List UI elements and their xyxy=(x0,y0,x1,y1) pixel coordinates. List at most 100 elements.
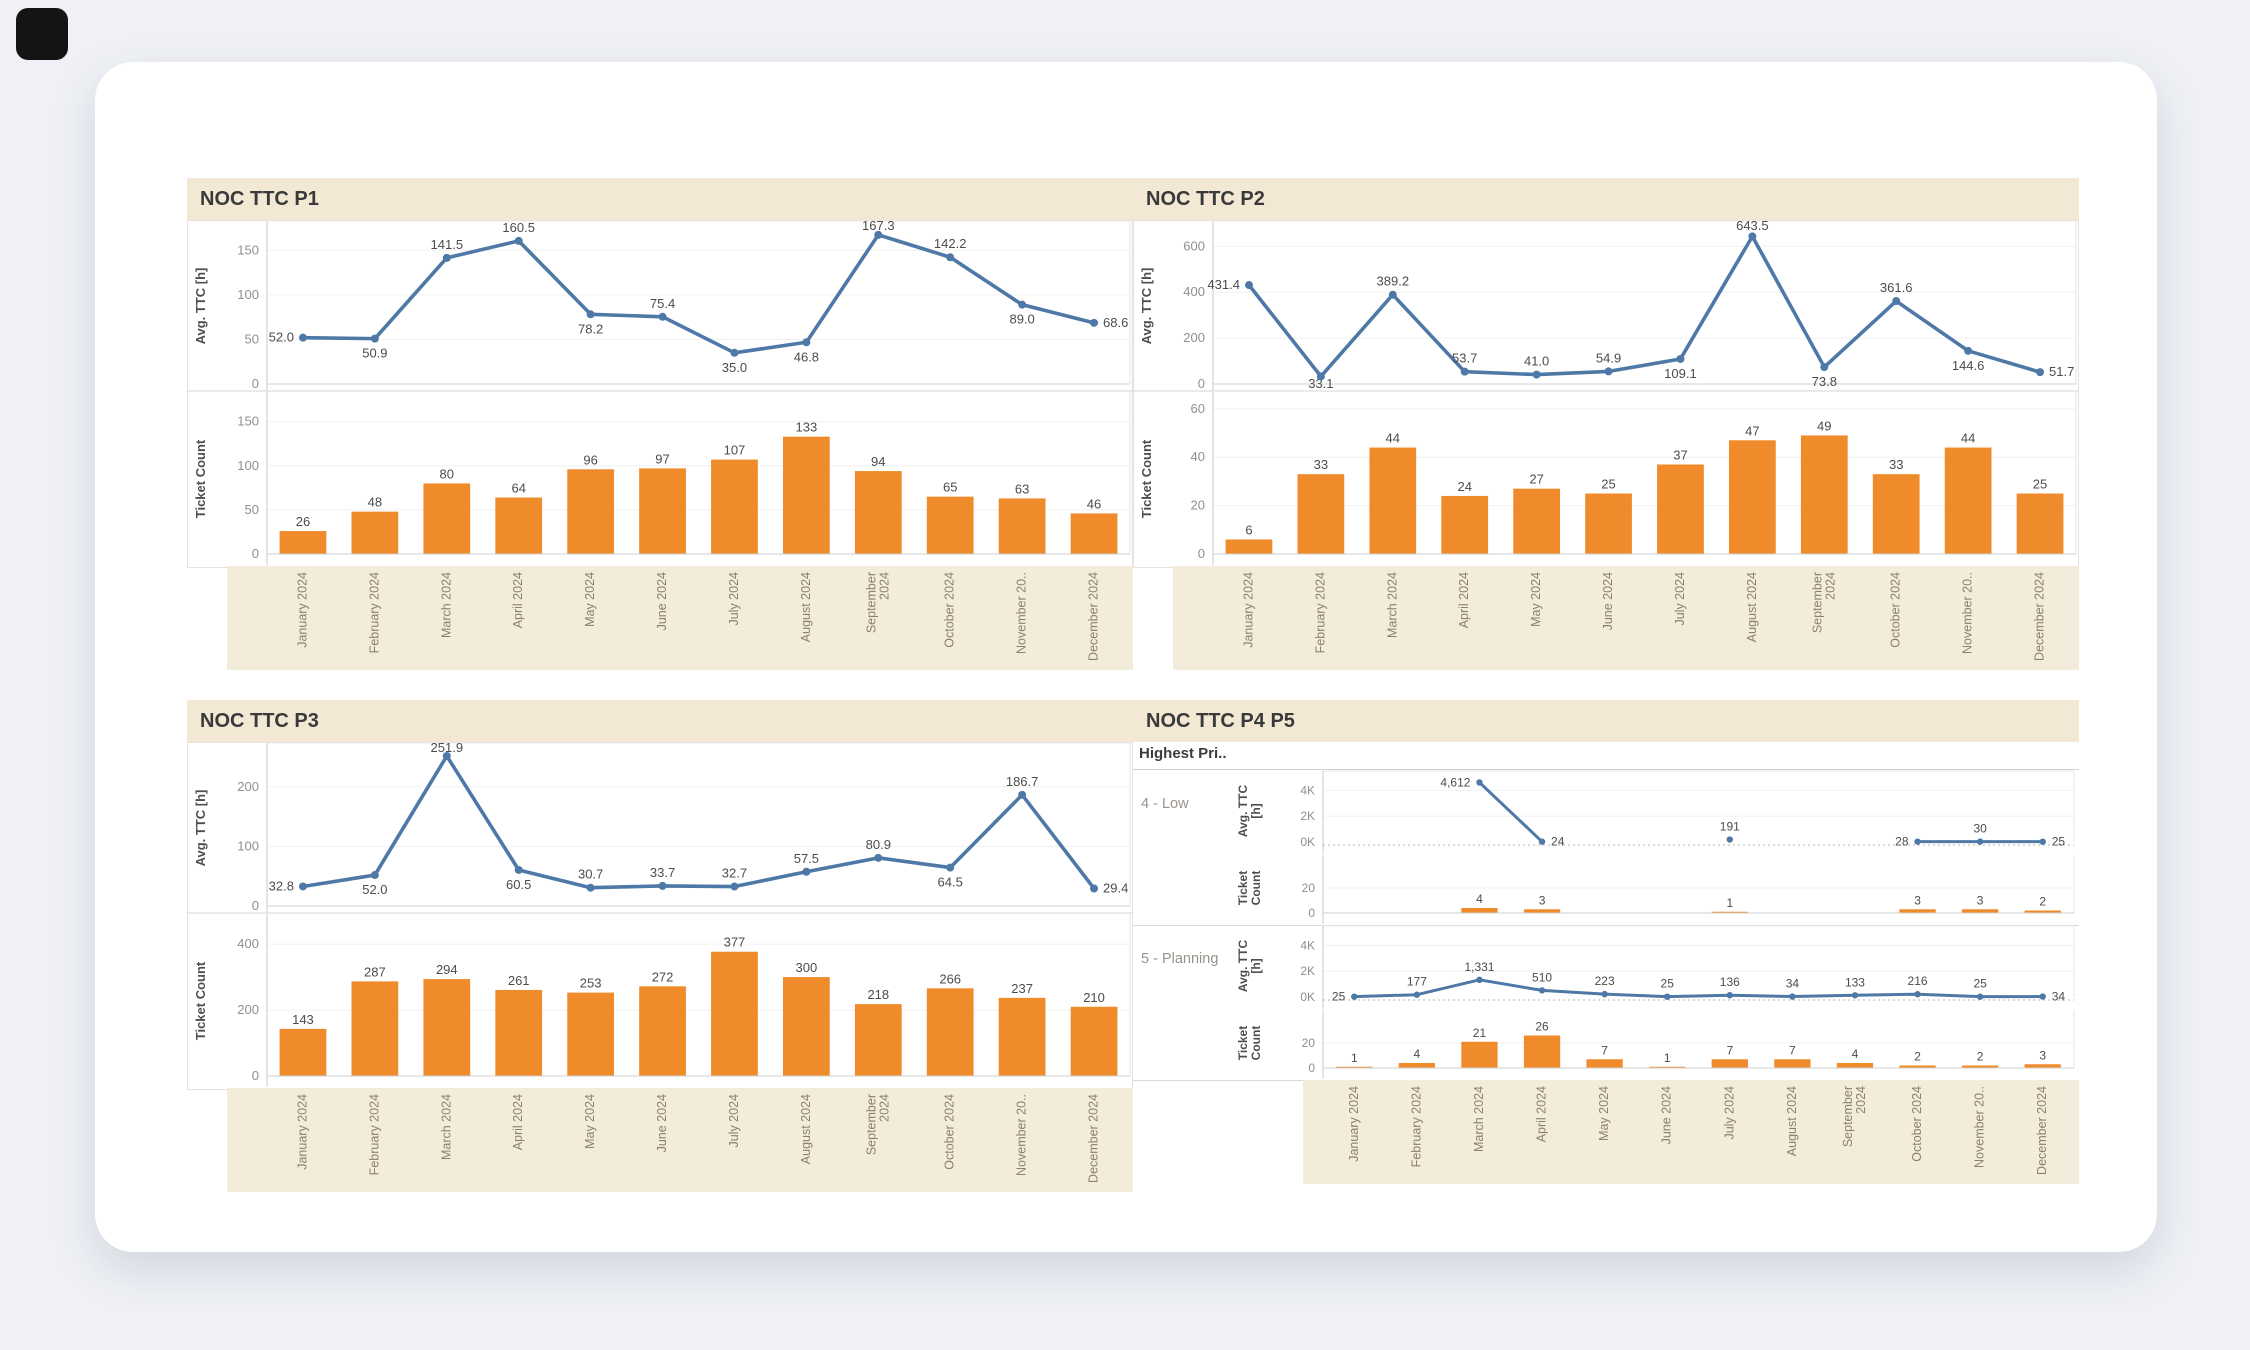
avg-ttc-line-chart[interactable]: 0 100 200 32.8 52.0 251.9 60.5 30.7 33.7 32.7 57.5… xyxy=(187,742,1133,914)
svg-text:Avg. TTC [h]: Avg. TTC [h] xyxy=(1139,268,1154,345)
month-label: August 2024 xyxy=(1784,1086,1799,1157)
svg-text:0: 0 xyxy=(1308,906,1315,920)
ticket-count-bar-chart[interactable]: 0 50 100 150 26 48 80 64 96 97 107 133 94 65 63 46 Ticke… xyxy=(187,392,1133,566)
svg-text:3: 3 xyxy=(2039,1048,2046,1062)
svg-text:33.1: 33.1 xyxy=(1308,376,1333,391)
panel-noc-ttc-p2: NOC TTC P2 0 200 400 600 431.4 33.1 389.2 53.7 4… xyxy=(1133,178,2079,670)
svg-text:237: 237 xyxy=(1011,981,1033,996)
svg-text:4,612: 4,612 xyxy=(1440,775,1470,789)
panel-body: Highest Pri.. 4 - Low 0K 2K 4K 4,612 24 191 28… xyxy=(1133,742,2079,1186)
svg-text:2K: 2K xyxy=(1300,964,1315,978)
svg-text:34: 34 xyxy=(1786,977,1800,991)
svg-text:3: 3 xyxy=(1977,893,1984,907)
avg-ttc-line-chart[interactable]: 0K 2K 4K 4,612 24 191 28 30 25 Avg. TTC[h] xyxy=(1133,770,2079,855)
svg-text:142.2: 142.2 xyxy=(934,236,967,251)
svg-text:7: 7 xyxy=(1726,1043,1733,1057)
svg-text:216: 216 xyxy=(1908,974,1928,988)
month-label: March 2024 xyxy=(1471,1086,1486,1153)
month-label: January 2024 xyxy=(295,1094,310,1170)
ticket-count-bar-chart[interactable]: 0 20 40 60 6 33 44 24 27 25 37 47 49 33 44 25 Ticket Cou… xyxy=(1133,392,2079,566)
svg-text:Ticket Count: Ticket Count xyxy=(193,439,208,518)
row-4-low: 4 - Low 0K 2K 4K 4,612 24 191 28 30 25 Avg. TTC[h… xyxy=(1133,770,2079,926)
svg-text:44: 44 xyxy=(1386,431,1400,446)
svg-text:0: 0 xyxy=(1198,376,1205,391)
svg-text:200: 200 xyxy=(237,1002,259,1017)
svg-text:7: 7 xyxy=(1601,1043,1608,1057)
row-5-planning: 5 - Planning 0K 2K 4K 25 177 1,331 510 223 25 136… xyxy=(1133,925,2079,1081)
svg-text:253: 253 xyxy=(580,976,602,991)
month-label: November 20.. xyxy=(1014,1094,1029,1176)
month-label: March 2024 xyxy=(1385,572,1400,639)
svg-text:37: 37 xyxy=(1673,447,1687,462)
corner-mark xyxy=(16,8,68,60)
avg-ttc-line-chart[interactable]: 0 200 400 600 431.4 33.1 389.2 53.7 41.0 54.9 109.… xyxy=(1133,220,2079,392)
svg-text:41.0: 41.0 xyxy=(1524,354,1549,369)
svg-text:24: 24 xyxy=(1551,835,1565,849)
svg-text:50: 50 xyxy=(245,502,259,517)
month-label: December 2024 xyxy=(1086,572,1101,661)
svg-text:40: 40 xyxy=(1191,449,1205,464)
svg-text:TicketCount: TicketCount xyxy=(1236,871,1263,906)
month-label: November 20.. xyxy=(1014,572,1029,654)
svg-text:78.2: 78.2 xyxy=(578,321,603,336)
avg-ttc-line-chart[interactable]: 0 50 100 150 52.0 50.9 141.5 160.5 78.2 75.4 35.0 4… xyxy=(187,220,1133,392)
panel-title: NOC TTC P1 xyxy=(187,178,1133,220)
svg-text:191: 191 xyxy=(1720,820,1740,834)
svg-text:26: 26 xyxy=(1535,1020,1549,1034)
svg-text:20: 20 xyxy=(1302,881,1316,895)
svg-text:46: 46 xyxy=(1087,496,1101,511)
svg-text:60.5: 60.5 xyxy=(506,877,531,892)
svg-text:Avg. TTC [h]: Avg. TTC [h] xyxy=(193,790,208,867)
svg-text:33: 33 xyxy=(1889,457,1903,472)
ticket-count-bar-chart[interactable]: 0 200 400 143 287 294 261 253 272 377 300 218 266 237… xyxy=(187,914,1133,1088)
svg-text:73.8: 73.8 xyxy=(1812,374,1837,389)
svg-text:Ticket Count: Ticket Count xyxy=(193,961,208,1040)
month-label: July 2024 xyxy=(1672,572,1687,626)
svg-text:52.0: 52.0 xyxy=(269,330,294,345)
svg-text:Ticket Count: Ticket Count xyxy=(1139,439,1154,518)
ticket-count-bar-chart[interactable]: 0 20 4 3 1 3 3 2 TicketCount xyxy=(1133,855,2079,925)
month-label: August 2024 xyxy=(1744,572,1759,643)
avg-ttc-line-chart[interactable]: 0K 2K 4K 25 177 1,331 510 223 25 136 34 133 216 25 34 A… xyxy=(1133,925,2079,1010)
month-label: September 2024 xyxy=(864,572,892,634)
svg-text:167.3: 167.3 xyxy=(862,220,895,233)
month-label: December 2024 xyxy=(2035,1086,2050,1175)
svg-text:272: 272 xyxy=(652,969,674,984)
svg-text:141.5: 141.5 xyxy=(431,237,464,252)
svg-text:4: 4 xyxy=(1414,1047,1421,1061)
month-label: September 2024 xyxy=(1840,1086,1868,1148)
month-label: March 2024 xyxy=(439,1094,454,1161)
svg-text:251.9: 251.9 xyxy=(431,742,464,755)
month-label: May 2024 xyxy=(583,1094,598,1149)
svg-text:75.4: 75.4 xyxy=(650,296,675,311)
svg-text:97: 97 xyxy=(655,451,669,466)
dashboard-card: NOC TTC P1 0 50 100 150 52.0 50.9 141.5 160.5 78… xyxy=(95,62,2157,1252)
svg-text:47: 47 xyxy=(1745,423,1759,438)
panel-body: 0 200 400 600 431.4 33.1 389.2 53.7 41.0 54.9 109.… xyxy=(1133,220,2079,670)
svg-text:33.7: 33.7 xyxy=(650,865,675,880)
svg-text:53.7: 53.7 xyxy=(1452,351,1477,366)
svg-text:Avg. TTC[h]: Avg. TTC[h] xyxy=(1236,940,1263,993)
panel-title: NOC TTC P4 P5 xyxy=(1133,700,2079,742)
svg-text:0K: 0K xyxy=(1300,990,1315,1004)
svg-text:32.8: 32.8 xyxy=(269,878,294,893)
svg-text:64.5: 64.5 xyxy=(938,875,963,890)
svg-text:4: 4 xyxy=(1852,1047,1859,1061)
month-axis: January 2024 February 2024 March 2024 April… xyxy=(1303,1080,2079,1184)
svg-text:33: 33 xyxy=(1314,457,1328,472)
data-labels: 25 177 1,331 510 223 25 136 34 133 216 25 34 xyxy=(1332,960,2065,1004)
svg-text:32.7: 32.7 xyxy=(722,866,747,881)
month-label: April 2024 xyxy=(1534,1086,1549,1143)
svg-text:28: 28 xyxy=(1895,835,1909,849)
svg-text:200: 200 xyxy=(1183,330,1205,345)
month-label: January 2024 xyxy=(1241,572,1256,648)
svg-text:0: 0 xyxy=(252,546,259,561)
svg-text:143: 143 xyxy=(292,1012,314,1027)
svg-text:48: 48 xyxy=(368,495,382,510)
svg-text:64: 64 xyxy=(511,481,525,496)
svg-text:0: 0 xyxy=(252,1068,259,1083)
svg-text:60: 60 xyxy=(1191,401,1205,416)
ticket-count-bar-chart[interactable]: 0 20 1 4 21 26 7 1 7 7 4 2 2 3 TicketCount xyxy=(1133,1010,2079,1080)
svg-text:94: 94 xyxy=(871,454,885,469)
